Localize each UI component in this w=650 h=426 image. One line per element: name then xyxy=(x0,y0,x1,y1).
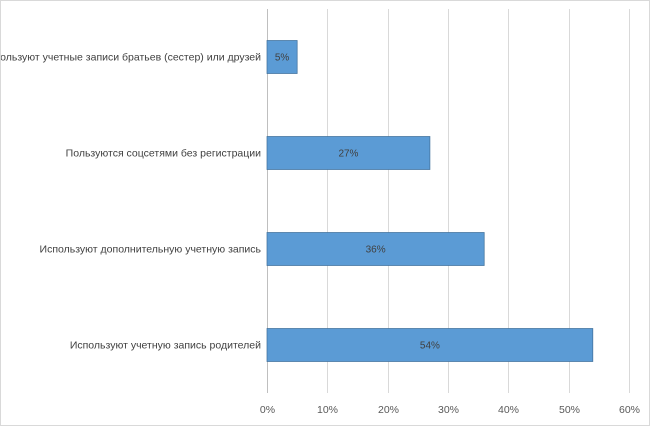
category-label: Используют дополнительную учетную запись xyxy=(40,244,262,256)
x-tick-label: 40% xyxy=(498,404,519,416)
bar xyxy=(266,40,298,74)
x-tick-label: 50% xyxy=(559,404,580,416)
data-label: 36% xyxy=(366,245,386,256)
category-label: Используют учетные записи братьев (сесте… xyxy=(1,52,261,64)
category-label: Пользуются соцсетями без регистрации xyxy=(66,148,261,160)
bar xyxy=(266,232,485,266)
bars xyxy=(266,40,594,362)
bar xyxy=(266,136,431,170)
x-tick-label: 20% xyxy=(378,404,399,416)
x-tick-label: 30% xyxy=(438,404,459,416)
category-label: Используют учетную запись родителей xyxy=(70,340,261,352)
data-label: 27% xyxy=(338,149,358,160)
bar xyxy=(266,328,594,362)
data-label: 5% xyxy=(275,53,290,64)
gridlines xyxy=(267,9,630,393)
x-tick-label: 0% xyxy=(260,404,275,416)
data-label: 54% xyxy=(420,341,440,352)
x-tick-label: 60% xyxy=(619,404,640,416)
x-tick-label: 10% xyxy=(317,404,338,416)
labels: 0% 10% 20% 30% 40% 50% 60% 5% Используют учетные… xyxy=(1,52,640,417)
